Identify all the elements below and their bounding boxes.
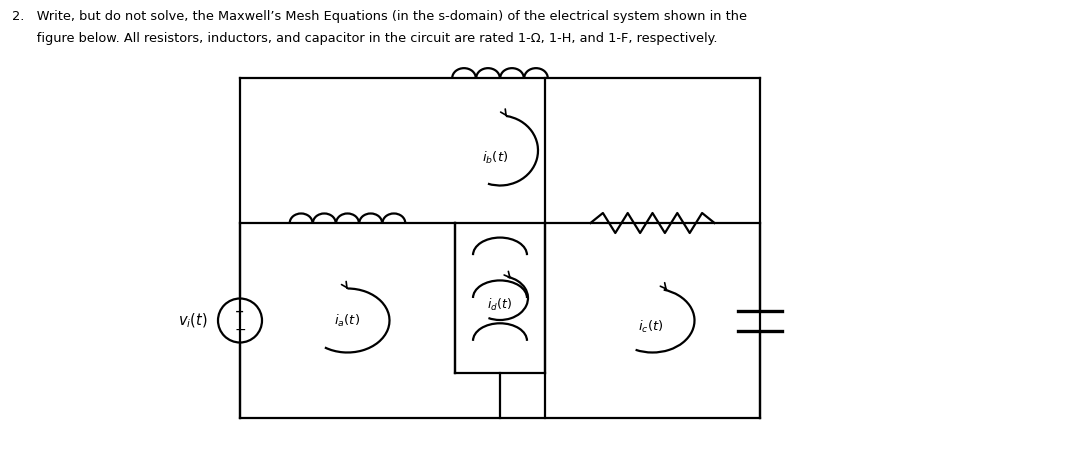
Text: −: − — [234, 323, 246, 337]
Text: $\mathit{v_i(t)}$: $\mathit{v_i(t)}$ — [178, 311, 208, 329]
Text: 2.   Write, but do not solve, the Maxwell’s Mesh Equations (in the s-domain) of : 2. Write, but do not solve, the Maxwell’… — [12, 10, 747, 23]
Text: $i_b(t)$: $i_b(t)$ — [482, 149, 509, 166]
Text: $i_a(t)$: $i_a(t)$ — [335, 313, 361, 329]
Text: +: + — [235, 307, 245, 317]
Text: $i_d(t)$: $i_d(t)$ — [486, 297, 512, 313]
Text: figure below. All resistors, inductors, and capacitor in the circuit are rated 1: figure below. All resistors, inductors, … — [12, 32, 717, 45]
Text: $i_c(t)$: $i_c(t)$ — [638, 318, 663, 335]
